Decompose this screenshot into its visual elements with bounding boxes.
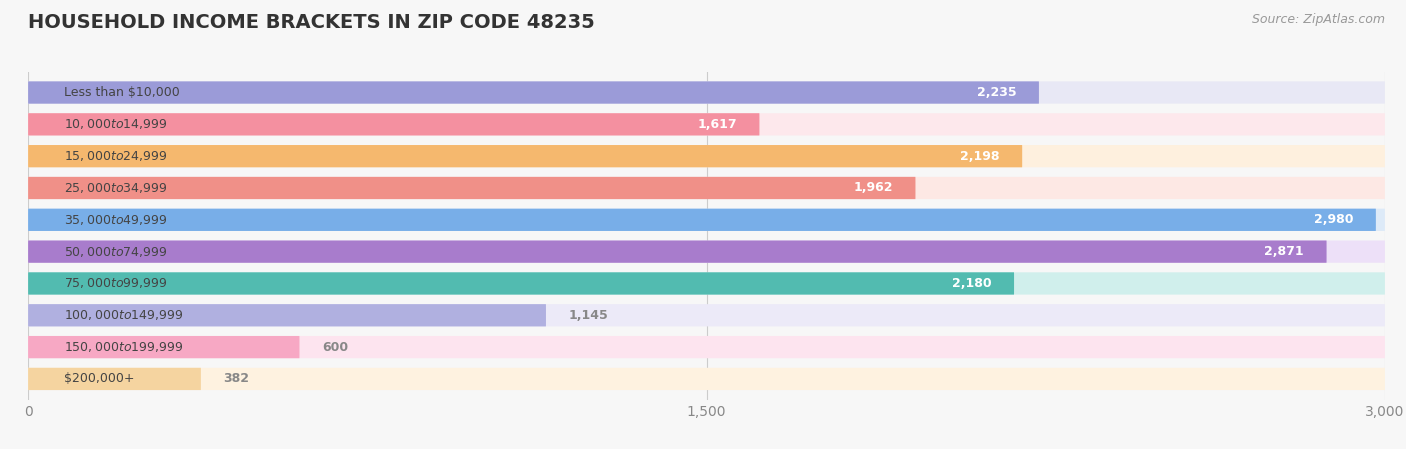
Text: $50,000 to $74,999: $50,000 to $74,999 <box>65 245 167 259</box>
Text: 2,871: 2,871 <box>1264 245 1303 258</box>
Text: $200,000+: $200,000+ <box>65 372 135 385</box>
Text: 2,198: 2,198 <box>960 150 1000 163</box>
Text: Less than $10,000: Less than $10,000 <box>65 86 180 99</box>
Text: $100,000 to $149,999: $100,000 to $149,999 <box>65 308 184 322</box>
Text: $75,000 to $99,999: $75,000 to $99,999 <box>65 277 167 291</box>
FancyBboxPatch shape <box>28 336 299 358</box>
Text: 1,145: 1,145 <box>568 309 609 322</box>
FancyBboxPatch shape <box>28 145 1385 167</box>
FancyBboxPatch shape <box>28 209 1376 231</box>
Text: 2,180: 2,180 <box>952 277 991 290</box>
FancyBboxPatch shape <box>28 81 1385 104</box>
FancyBboxPatch shape <box>28 81 1039 104</box>
Text: $150,000 to $199,999: $150,000 to $199,999 <box>65 340 184 354</box>
FancyBboxPatch shape <box>28 336 1385 358</box>
Text: 2,235: 2,235 <box>977 86 1017 99</box>
Text: 1,962: 1,962 <box>853 181 893 194</box>
Text: 1,617: 1,617 <box>697 118 737 131</box>
FancyBboxPatch shape <box>28 368 1385 390</box>
FancyBboxPatch shape <box>28 177 915 199</box>
Text: 2,980: 2,980 <box>1313 213 1353 226</box>
FancyBboxPatch shape <box>28 241 1385 263</box>
Text: HOUSEHOLD INCOME BRACKETS IN ZIP CODE 48235: HOUSEHOLD INCOME BRACKETS IN ZIP CODE 48… <box>28 13 595 32</box>
FancyBboxPatch shape <box>28 145 1022 167</box>
FancyBboxPatch shape <box>28 368 201 390</box>
Text: $10,000 to $14,999: $10,000 to $14,999 <box>65 117 167 132</box>
FancyBboxPatch shape <box>28 209 1385 231</box>
Text: 600: 600 <box>322 341 349 354</box>
FancyBboxPatch shape <box>28 113 1385 136</box>
Text: 382: 382 <box>224 372 249 385</box>
Text: $15,000 to $24,999: $15,000 to $24,999 <box>65 149 167 163</box>
FancyBboxPatch shape <box>28 273 1014 295</box>
FancyBboxPatch shape <box>28 304 1385 326</box>
FancyBboxPatch shape <box>28 304 546 326</box>
Text: $35,000 to $49,999: $35,000 to $49,999 <box>65 213 167 227</box>
FancyBboxPatch shape <box>28 241 1327 263</box>
FancyBboxPatch shape <box>28 113 759 136</box>
Text: Source: ZipAtlas.com: Source: ZipAtlas.com <box>1251 13 1385 26</box>
FancyBboxPatch shape <box>28 177 1385 199</box>
FancyBboxPatch shape <box>28 273 1385 295</box>
Text: $25,000 to $34,999: $25,000 to $34,999 <box>65 181 167 195</box>
